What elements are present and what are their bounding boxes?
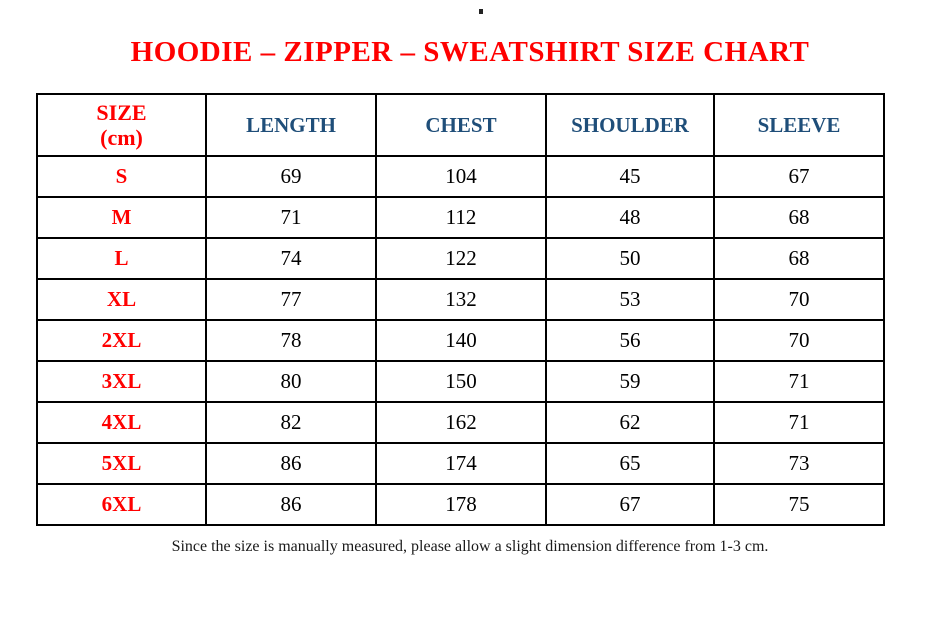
header-length: LENGTH bbox=[205, 93, 377, 157]
size-label: 5XL bbox=[36, 442, 207, 485]
sleeve-value: 71 bbox=[713, 360, 885, 403]
shoulder-value: 50 bbox=[545, 237, 715, 280]
top-dot-artifact bbox=[479, 9, 483, 14]
table-row: 5XL 86 174 65 73 bbox=[36, 442, 885, 485]
size-chart-table: SIZE (cm) LENGTH CHEST SHOULDER SLEEVE S… bbox=[36, 93, 885, 526]
footnote: Since the size is manually measured, ple… bbox=[171, 538, 769, 555]
chest-value: 174 bbox=[375, 442, 547, 485]
size-chart-header-row: SIZE (cm) LENGTH CHEST SHOULDER SLEEVE bbox=[36, 93, 885, 157]
header-shoulder: SHOULDER bbox=[545, 93, 715, 157]
chest-value: 162 bbox=[375, 401, 547, 444]
size-label: 6XL bbox=[36, 483, 207, 526]
sleeve-value: 70 bbox=[713, 319, 885, 362]
table-row: S 69 104 45 67 bbox=[36, 155, 885, 198]
sleeve-value: 75 bbox=[713, 483, 885, 526]
chest-value: 178 bbox=[375, 483, 547, 526]
length-value: 77 bbox=[205, 278, 377, 321]
header-size-line2: (cm) bbox=[100, 125, 143, 150]
size-label: 4XL bbox=[36, 401, 207, 444]
table-row: 6XL 86 178 67 75 bbox=[36, 483, 885, 526]
chest-value: 140 bbox=[375, 319, 547, 362]
length-value: 69 bbox=[205, 155, 377, 198]
length-value: 78 bbox=[205, 319, 377, 362]
page-title: HOODIE – ZIPPER – SWEATSHIRT SIZE CHART bbox=[130, 36, 810, 68]
size-label: 2XL bbox=[36, 319, 207, 362]
shoulder-value: 53 bbox=[545, 278, 715, 321]
chest-value: 132 bbox=[375, 278, 547, 321]
sleeve-value: 73 bbox=[713, 442, 885, 485]
sleeve-value: 67 bbox=[713, 155, 885, 198]
shoulder-value: 45 bbox=[545, 155, 715, 198]
length-value: 82 bbox=[205, 401, 377, 444]
table-row: 4XL 82 162 62 71 bbox=[36, 401, 885, 444]
length-value: 80 bbox=[205, 360, 377, 403]
header-size-line1: SIZE bbox=[96, 99, 147, 125]
chest-value: 150 bbox=[375, 360, 547, 403]
size-label: M bbox=[36, 196, 207, 239]
sleeve-value: 71 bbox=[713, 401, 885, 444]
sleeve-value: 70 bbox=[713, 278, 885, 321]
sleeve-value: 68 bbox=[713, 196, 885, 239]
table-row: M 71 112 48 68 bbox=[36, 196, 885, 239]
header-size-cm: SIZE (cm) bbox=[36, 93, 207, 157]
length-value: 71 bbox=[205, 196, 377, 239]
chest-value: 122 bbox=[375, 237, 547, 280]
header-sleeve: SLEEVE bbox=[713, 93, 885, 157]
table-row: 3XL 80 150 59 71 bbox=[36, 360, 885, 403]
chest-value: 112 bbox=[375, 196, 547, 239]
size-label: S bbox=[36, 155, 207, 198]
length-value: 74 bbox=[205, 237, 377, 280]
sleeve-value: 68 bbox=[713, 237, 885, 280]
table-row: XL 77 132 53 70 bbox=[36, 278, 885, 321]
shoulder-value: 56 bbox=[545, 319, 715, 362]
header-chest: CHEST bbox=[375, 93, 547, 157]
table-row: L 74 122 50 68 bbox=[36, 237, 885, 280]
shoulder-value: 67 bbox=[545, 483, 715, 526]
shoulder-value: 62 bbox=[545, 401, 715, 444]
size-label: L bbox=[36, 237, 207, 280]
shoulder-value: 48 bbox=[545, 196, 715, 239]
size-label: 3XL bbox=[36, 360, 207, 403]
length-value: 86 bbox=[205, 442, 377, 485]
table-row: 2XL 78 140 56 70 bbox=[36, 319, 885, 362]
shoulder-value: 65 bbox=[545, 442, 715, 485]
length-value: 86 bbox=[205, 483, 377, 526]
shoulder-value: 59 bbox=[545, 360, 715, 403]
chest-value: 104 bbox=[375, 155, 547, 198]
size-label: XL bbox=[36, 278, 207, 321]
